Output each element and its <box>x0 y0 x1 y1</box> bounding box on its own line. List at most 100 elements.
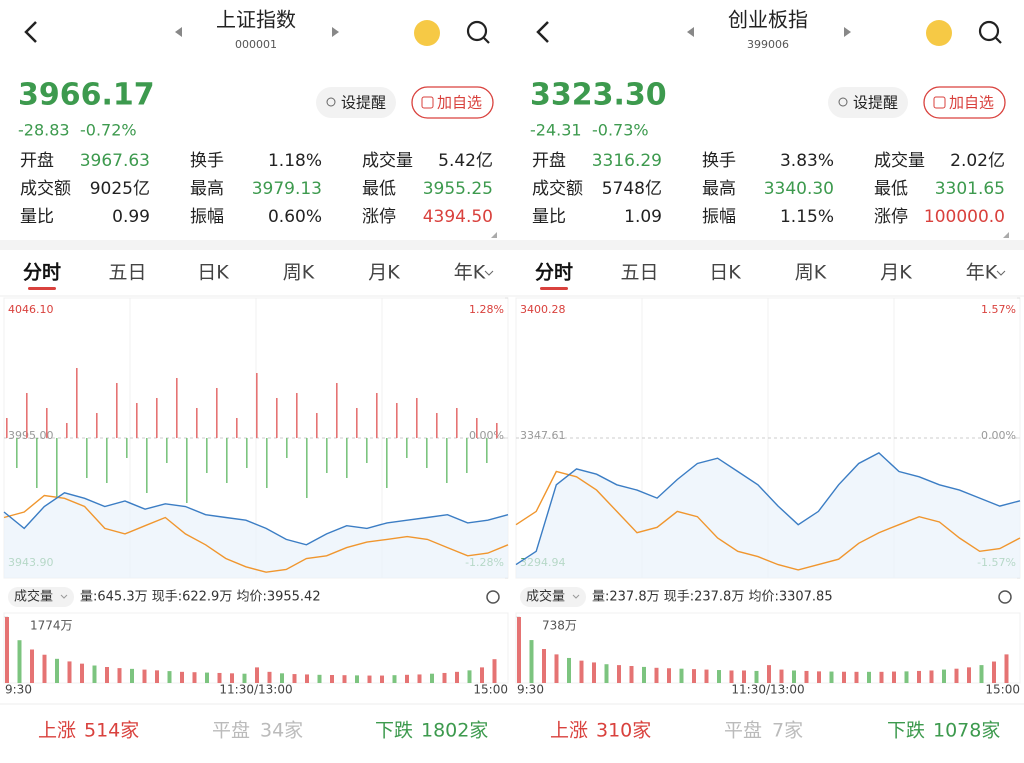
mascot-icon[interactable] <box>414 20 440 46</box>
stat-label: 成交量 <box>874 151 925 171</box>
period-tab[interactable]: 分时 <box>23 262 61 284</box>
stat-value: 0.60% <box>268 207 322 227</box>
volume-selector-label: 成交量 <box>14 589 53 605</box>
indicator-bar <box>336 383 338 438</box>
volume-bar <box>305 674 309 683</box>
back-button[interactable] <box>24 21 37 43</box>
price-line <box>3 492 509 546</box>
down-label: 下跌 <box>375 720 413 742</box>
next-index[interactable] <box>332 27 339 37</box>
avg-line <box>3 494 509 573</box>
stat-label: 换手 <box>190 151 224 171</box>
period-tab[interactable]: 五日 <box>620 262 658 284</box>
volume-bar <box>892 671 896 683</box>
price-change-pct: -0.73% <box>592 121 649 140</box>
period-tab[interactable]: 周K <box>795 262 827 284</box>
y-tick-label: 3995.00 <box>8 429 54 442</box>
indicator-bar <box>156 398 158 438</box>
stat-value: 1.09 <box>624 207 662 227</box>
plus-icon <box>933 96 946 109</box>
indicator-bar <box>226 438 228 483</box>
indicator-bar <box>496 423 498 438</box>
volume-bar <box>255 667 259 683</box>
stat-label: 振幅 <box>190 207 224 227</box>
next-index[interactable] <box>844 27 851 37</box>
volume-selector[interactable] <box>8 587 74 607</box>
back-button[interactable] <box>536 21 549 43</box>
volume-bar <box>729 670 734 683</box>
volume-bar <box>167 671 172 683</box>
volume-bar <box>554 654 559 683</box>
period-tab[interactable]: 月K <box>880 262 912 284</box>
volume-bar <box>430 673 434 683</box>
volume-bar <box>405 674 409 683</box>
volume-bar <box>192 672 197 683</box>
volume-bar <box>317 674 322 683</box>
period-tab[interactable]: 分时 <box>535 262 573 284</box>
volume-bar <box>230 673 234 683</box>
remind-button[interactable] <box>828 87 908 118</box>
indicator-bar <box>316 413 318 438</box>
stat-value: 9025亿 <box>90 179 150 199</box>
volume-bar <box>355 675 359 683</box>
search-icon[interactable] <box>978 20 1000 42</box>
period-tab[interactable]: 五日 <box>108 262 146 284</box>
indicator-bar <box>46 408 48 438</box>
stat-value: 1.18% <box>268 151 322 171</box>
index-code: 399006 <box>747 38 789 51</box>
stat-value: 3955.25 <box>423 179 493 199</box>
period-tab[interactable]: 年K <box>454 262 486 284</box>
indicator-bar <box>186 438 188 503</box>
volume-bar <box>42 654 47 683</box>
prev-index[interactable] <box>175 27 182 37</box>
price-change-pct: -0.72% <box>80 121 137 140</box>
bell-icon <box>838 97 848 107</box>
volume-info: 量:237.8万 现手:237.8万 均价:3307.85 <box>592 590 833 605</box>
period-tab[interactable]: 日K <box>709 262 741 284</box>
volume-bar <box>954 668 959 683</box>
volume-info: 量:645.3万 现手:622.9万 均价:3955.42 <box>80 590 321 605</box>
stat-label: 成交量 <box>362 151 413 171</box>
indicator-bar <box>56 438 58 498</box>
prev-index[interactable] <box>687 27 694 37</box>
indicator-bar <box>196 408 198 438</box>
stat-label: 最高 <box>702 179 736 199</box>
period-tab[interactable]: 月K <box>368 262 400 284</box>
settings-icon[interactable] <box>486 590 500 604</box>
add-watch-button[interactable] <box>923 86 1006 119</box>
search-icon[interactable] <box>466 20 488 42</box>
remind-button[interactable] <box>316 87 396 118</box>
stat-label: 涨停 <box>362 207 396 227</box>
volume-bar <box>155 670 159 683</box>
stat-value: 1.15% <box>780 207 834 227</box>
indicator-bar <box>276 398 278 438</box>
volume-bar <box>792 670 796 683</box>
stat-value: 3.83% <box>780 151 834 171</box>
price-change: -28.83 <box>18 121 70 140</box>
volume-bar <box>17 640 22 683</box>
down-count: 1802家 <box>421 720 488 742</box>
indicator-bar <box>406 438 408 458</box>
volume-bar <box>392 675 397 683</box>
stat-label: 成交额 <box>532 179 583 199</box>
add-watch-button[interactable] <box>411 86 494 119</box>
volume-bar <box>592 662 596 683</box>
indicator-bar <box>396 403 398 438</box>
indicator-bar <box>76 368 78 438</box>
up-label: 上涨 <box>550 720 588 742</box>
index-code: 000001 <box>235 38 277 51</box>
period-tab[interactable]: 周K <box>283 262 315 284</box>
period-tab[interactable]: 日K <box>197 262 229 284</box>
period-tab[interactable]: 年K <box>966 262 998 284</box>
indicator-bar <box>96 413 98 438</box>
volume-bar <box>842 671 846 683</box>
mascot-icon[interactable] <box>926 20 952 46</box>
volume-selector[interactable] <box>520 587 586 607</box>
y-tick-label: 3347.61 <box>520 429 566 442</box>
indicator-bar <box>26 393 28 438</box>
settings-icon[interactable] <box>998 590 1012 604</box>
volume-bar <box>642 666 646 683</box>
index-title: 上证指数 <box>216 8 296 32</box>
